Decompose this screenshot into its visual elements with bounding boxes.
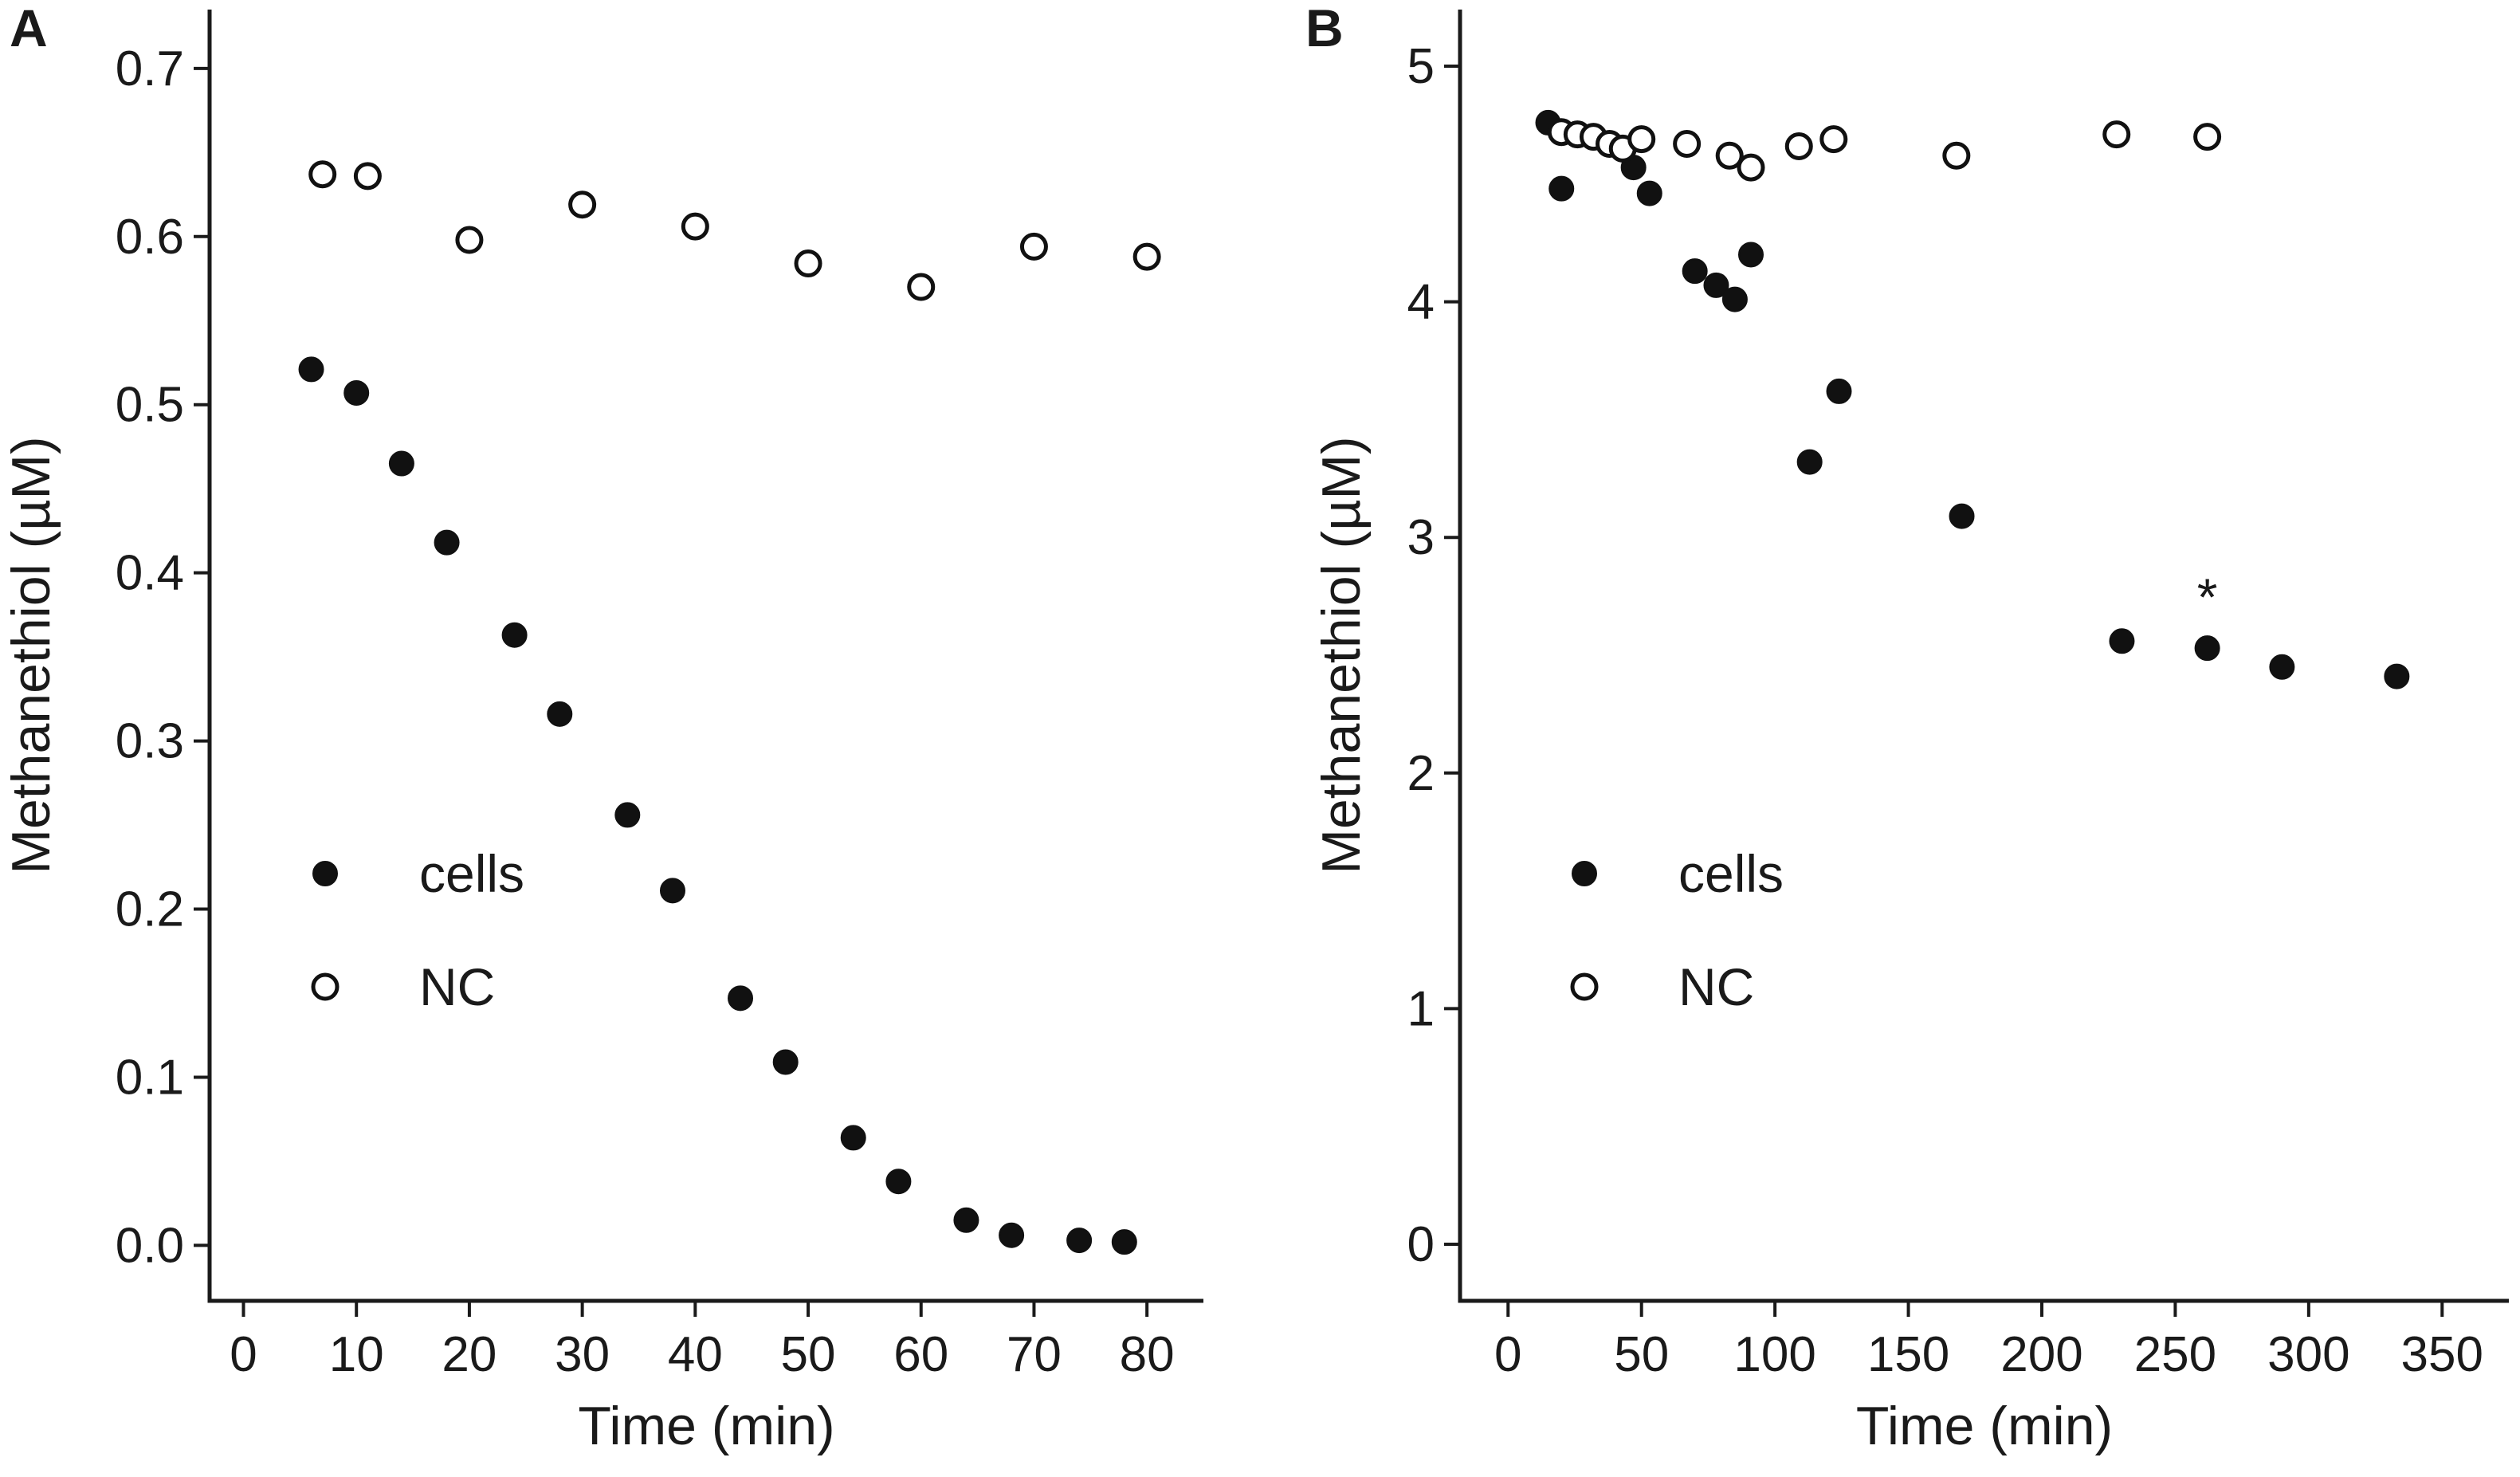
chart-0-point-cells — [840, 1125, 866, 1151]
chart-0-panel-letter: A — [10, 0, 48, 57]
chart-1-point-nc — [1942, 141, 1971, 170]
chart-0-point-cells — [388, 450, 414, 477]
chart-0-x-tick-label: 60 — [893, 1327, 948, 1382]
chart-0-y-tick-label: 0.7 — [116, 41, 184, 96]
chart-1-point-nc — [1784, 132, 1813, 160]
chart-1-legend-label-cells: cells — [1678, 844, 1784, 903]
chart-1-point-nc — [1673, 130, 1702, 159]
chart-0-x-tick-label: 10 — [329, 1327, 384, 1382]
chart-0-point-cells — [434, 529, 460, 556]
chart-1-x-tick-label: 200 — [2000, 1327, 2082, 1382]
chart-0-point-cells — [885, 1169, 912, 1195]
chart-1-x-tick-label: 100 — [1733, 1327, 1815, 1382]
chart-0-point-nc — [907, 273, 936, 301]
chart-1-point-cells — [1721, 286, 1748, 312]
chart-0-point-cells — [343, 379, 370, 406]
chart-0-point-nc — [455, 226, 484, 254]
chart-0-x-tick-label: 0 — [230, 1327, 257, 1382]
chart-0-point-cells — [999, 1222, 1025, 1248]
chart-1-y-tick-label: 5 — [1407, 39, 1435, 94]
chart-1-x-tick-label: 250 — [2134, 1327, 2216, 1382]
chart-0-x-tick-label: 30 — [555, 1327, 610, 1382]
chart-1-legend-marker-cells — [1572, 861, 1597, 886]
chart-1-point-cells — [1949, 503, 1975, 529]
chart-0-x-tick-label: 40 — [668, 1327, 723, 1382]
chart-1-point-cells — [1737, 242, 1764, 268]
chart-0-x-axis-label: Time (min) — [578, 1396, 834, 1456]
chart-0-point-nc — [353, 162, 382, 191]
chart-1-point-nc — [1737, 153, 1765, 182]
chart-0-point-nc — [681, 212, 709, 241]
chart-1-x-axis-label: Time (min) — [1856, 1396, 2113, 1456]
chart-0-point-cells — [298, 356, 324, 383]
chart-1-y-axis-label: Methanethiol (µM) — [1311, 436, 1372, 874]
chart-1-legend-label-nc: NC — [1678, 957, 1754, 1016]
chart-1-point-cells — [2109, 628, 2135, 654]
chart-0-point-cells — [1066, 1228, 1093, 1254]
chart-0-x-tick-label: 50 — [781, 1327, 836, 1382]
chart-1-point-nc — [1715, 141, 1744, 170]
chart-0-point-nc — [1019, 232, 1048, 261]
chart-0-point-nc — [794, 249, 822, 278]
chart-0-legend-label-nc: NC — [419, 957, 495, 1016]
chart-0-y-tick-label: 0.2 — [116, 882, 184, 937]
chart-0-y-tick-label: 0.4 — [116, 546, 184, 601]
chart-1-y-tick-label: 2 — [1407, 746, 1435, 801]
chart-1-y-tick-label: 3 — [1407, 510, 1435, 565]
chart-0-y-tick-label: 0.0 — [116, 1218, 184, 1273]
chart-1-annotation-asterisk: * — [2197, 568, 2218, 627]
chart-1-point-cells — [1826, 378, 1852, 404]
chart-1-point-cells — [2384, 663, 2410, 689]
chart-1-y-tick-label: 0 — [1407, 1217, 1435, 1272]
chart-0-y-tick-label: 0.3 — [116, 714, 184, 769]
chart-0-point-nc — [568, 191, 597, 219]
chart-1-x-tick-label: 150 — [1867, 1327, 1949, 1382]
chart-0-point-cells — [772, 1049, 799, 1075]
chart-1-x-tick-label: 350 — [2401, 1327, 2483, 1382]
chart-0-point-nc — [308, 160, 337, 189]
chart-0-point-cells — [953, 1207, 979, 1233]
chart-0-y-axis-label: Methanethiol (µM) — [1, 436, 61, 874]
chart-1-point-nc — [2193, 123, 2222, 151]
panel-a-chart: A 0.0 0.1 0.2 0.3 0.4 0.5 0.6 0.7 0 10 20 30 40 50 60 70… — [1, 0, 1203, 1456]
chart-0-point-cells — [728, 985, 754, 1012]
chart-0-point-nc — [1132, 242, 1161, 271]
chart-0-legend-marker-nc — [311, 972, 340, 1001]
chart-0-point-cells — [1111, 1229, 1137, 1255]
chart-1-panel-letter: B — [1305, 0, 1344, 57]
chart-0-x-tick-label: 80 — [1120, 1327, 1175, 1382]
chart-1-point-cells — [1682, 258, 1708, 285]
chart-1-point-nc — [2102, 120, 2131, 149]
chart-1-point-nc — [1819, 125, 1848, 154]
chart-1-point-cells — [1549, 175, 1575, 202]
chart-1-point-cells — [1796, 449, 1823, 475]
chart-1-axes — [1458, 10, 2509, 1303]
chart-0-axes — [207, 10, 1203, 1303]
chart-1-legend-marker-nc — [1570, 972, 1599, 1001]
chart-0-point-cells — [547, 701, 573, 727]
chart-0-point-cells — [501, 622, 528, 648]
chart-1-y-tick-label: 4 — [1407, 275, 1435, 330]
chart-0-x-tick-label: 70 — [1007, 1327, 1062, 1382]
chart-1-x-tick-label: 50 — [1614, 1327, 1669, 1382]
chart-0-y-tick-label: 0.1 — [116, 1050, 184, 1105]
chart-1-y-tick-label: 1 — [1407, 981, 1435, 1036]
chart-1-point-cells — [2194, 635, 2220, 662]
chart-0-point-cells — [659, 878, 685, 904]
chart-0-y-tick-label: 0.6 — [116, 210, 184, 265]
chart-0-x-tick-label: 20 — [442, 1327, 497, 1382]
chart-1-point-cells — [1636, 180, 1662, 206]
chart-1-point-cells — [1703, 272, 1729, 298]
chart-0-y-tick-label: 0.5 — [116, 378, 184, 433]
chart-0-legend-marker-cells — [312, 861, 338, 886]
chart-1-point-cells — [2269, 654, 2295, 680]
chart-1-x-tick-label: 0 — [1494, 1327, 1521, 1382]
chart-0-point-cells — [614, 802, 641, 828]
chart-1-point-nc — [1627, 125, 1656, 154]
chart-0-legend-label-cells: cells — [419, 844, 524, 903]
chart-1-x-tick-label: 300 — [2267, 1327, 2349, 1382]
